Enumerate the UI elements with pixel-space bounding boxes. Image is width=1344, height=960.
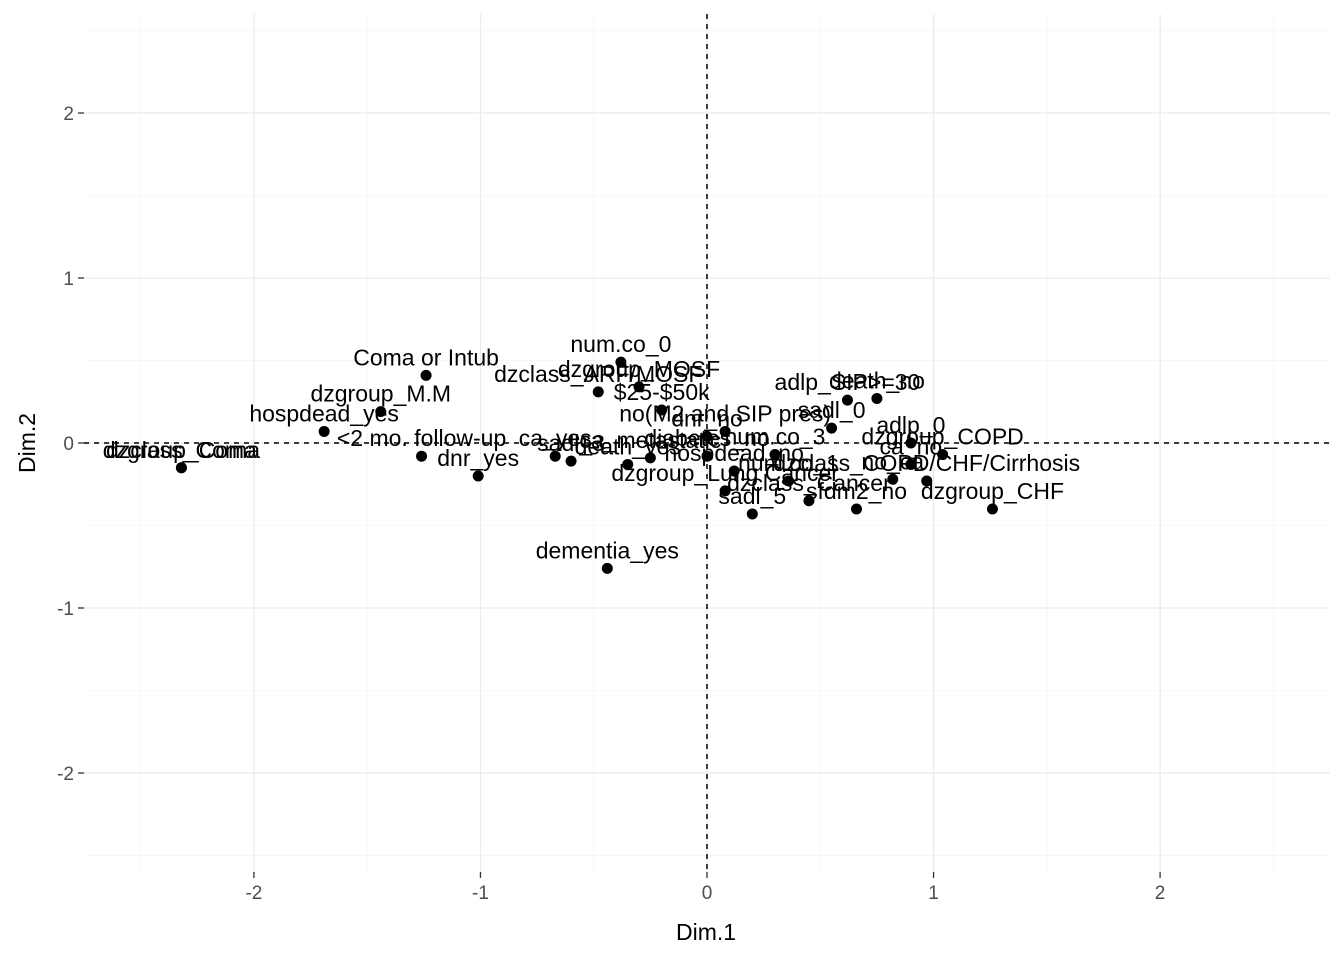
x-tick-label: -1 xyxy=(472,883,489,904)
data-point xyxy=(851,503,863,515)
data-point xyxy=(905,437,917,449)
data-point xyxy=(728,465,740,477)
data-point xyxy=(420,369,432,381)
data-point-label: death_yes xyxy=(575,433,681,459)
data-point-label: dnr_no xyxy=(671,405,743,431)
y-tick-label: -1 xyxy=(57,599,74,620)
data-point-label: dzclass_Coma xyxy=(106,437,257,463)
data-point-label: ca_no xyxy=(880,433,943,459)
data-point-label: dementia_yes xyxy=(536,537,679,563)
data-point xyxy=(375,406,387,418)
major-gridlines xyxy=(84,14,1330,872)
data-point-label: dzgroup_Coma xyxy=(103,437,260,463)
data-point-label: num.co_1 xyxy=(738,450,839,476)
data-point-label: num.co_0 xyxy=(570,331,671,357)
data-point-label: dzclass_COPD/CHF/Cirrhosis xyxy=(773,450,1080,476)
data-point-label: ca_yes xyxy=(519,425,592,451)
data-point-label: dzgroup_COPD xyxy=(861,424,1023,450)
y-tick-label: 0 xyxy=(63,434,74,455)
data-point-label: adlp_SIP>=30 xyxy=(775,369,921,395)
data-point-label: Coma or Intub xyxy=(353,344,499,370)
data-point-label: hospdead_yes xyxy=(249,400,399,426)
data-point xyxy=(986,503,998,515)
data-point xyxy=(803,495,815,507)
data-point xyxy=(622,458,634,470)
x-tick-label: 0 xyxy=(702,883,713,904)
data-point xyxy=(633,381,645,393)
data-point xyxy=(416,450,428,462)
data-point-label: diabetes_no xyxy=(644,425,769,451)
data-point-label: no_ca xyxy=(861,448,924,474)
data-point xyxy=(565,455,577,467)
data-point xyxy=(701,430,713,442)
data-point-label: dzclass_ARF/MOSF xyxy=(494,361,702,387)
data-point xyxy=(656,404,668,416)
data-point-label: dzgroup_CHF xyxy=(921,478,1064,504)
data-point-label: dzgroup_Lung Cancer xyxy=(611,460,839,486)
data-point-label: dzclass_Cancer xyxy=(727,470,891,496)
data-point-label: <2 mo. follow-up xyxy=(337,425,506,451)
data-point xyxy=(701,450,713,462)
data-point xyxy=(601,562,613,574)
data-point-label: $25-$50k xyxy=(614,379,710,405)
data-point xyxy=(921,475,933,487)
data-point xyxy=(871,392,883,404)
data-point-label: sadl_3 xyxy=(537,430,605,456)
x-tick-label: -2 xyxy=(245,883,262,904)
data-point xyxy=(472,470,484,482)
data-point xyxy=(615,356,627,368)
data-point-label: death_no xyxy=(829,367,925,393)
y-axis: -2 -1 0 1 2 xyxy=(57,104,84,785)
data-point-label: adlp_0 xyxy=(876,412,945,438)
data-point xyxy=(769,449,781,461)
data-points xyxy=(175,356,998,574)
data-point-label: sadl_0 xyxy=(798,397,866,423)
y-axis-title: Dim.2 xyxy=(14,413,40,473)
x-tick-label: 1 xyxy=(928,883,939,904)
data-point-label: dzgroup_M.M xyxy=(310,381,451,407)
x-axis-title: Dim.1 xyxy=(676,919,736,945)
x-axis: -2 -1 0 1 2 xyxy=(245,872,1165,904)
data-point-label: dnr_yes xyxy=(437,445,519,471)
data-point xyxy=(746,508,758,520)
y-tick-label: -2 xyxy=(57,764,74,785)
data-point xyxy=(719,425,731,437)
y-tick-label: 1 xyxy=(63,269,74,290)
data-point xyxy=(841,394,853,406)
data-point xyxy=(592,386,604,398)
data-point xyxy=(318,425,330,437)
data-point-label: hospdead_no xyxy=(664,440,803,466)
data-point xyxy=(549,450,561,462)
x-tick-label: 2 xyxy=(1155,883,1166,904)
data-point xyxy=(937,449,949,461)
data-point-label: dzgroup_MOSF xyxy=(558,356,720,382)
data-point xyxy=(175,462,187,474)
data-point-label: num.co_3 xyxy=(724,424,825,450)
data-point xyxy=(826,422,838,434)
data-point xyxy=(905,458,917,470)
data-point xyxy=(644,452,656,464)
data-point xyxy=(783,475,795,487)
data-point xyxy=(887,473,899,485)
data-point-label: sadl_5 xyxy=(718,483,786,509)
data-point-label: sfdm2_no xyxy=(806,478,907,504)
data-point-label: no(M2 and SIP pres) xyxy=(619,400,831,426)
y-tick-label: 2 xyxy=(63,104,74,125)
data-point-label: ca_metastatic xyxy=(579,427,721,453)
reference-lines xyxy=(84,14,1330,872)
data-point xyxy=(719,485,731,497)
